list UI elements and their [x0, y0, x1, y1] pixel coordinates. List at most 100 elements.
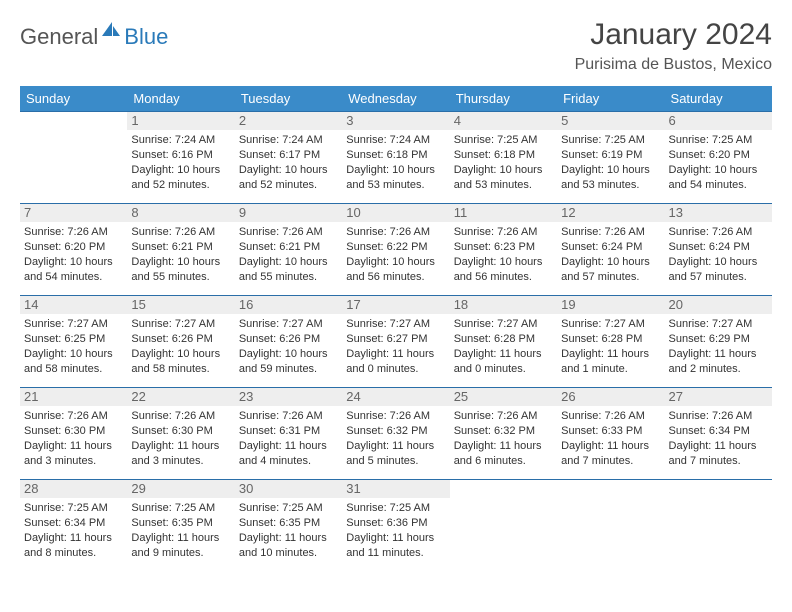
daylight-text: Daylight: 10 hours and 53 minutes. [561, 163, 660, 193]
daylight-text: Daylight: 10 hours and 52 minutes. [239, 163, 338, 193]
day-number: 29 [127, 480, 234, 498]
day-number: 8 [127, 204, 234, 222]
sunrise-text: Sunrise: 7:27 AM [346, 317, 445, 332]
sunrise-text: Sunrise: 7:26 AM [561, 409, 660, 424]
day-info: Sunrise: 7:26 AMSunset: 6:20 PMDaylight:… [24, 225, 123, 284]
title-block: January 2024 Purisima de Bustos, Mexico [575, 18, 772, 74]
calendar-cell: 18 Sunrise: 7:27 AMSunset: 6:28 PMDayligh… [450, 296, 557, 388]
weekday-header: Monday [127, 86, 234, 112]
daylight-text: Daylight: 11 hours and 5 minutes. [346, 439, 445, 469]
calendar-table: Sunday Monday Tuesday Wednesday Thursday… [20, 86, 772, 572]
sunrise-text: Sunrise: 7:26 AM [669, 409, 768, 424]
sunset-text: Sunset: 6:20 PM [669, 148, 768, 163]
sunset-text: Sunset: 6:35 PM [239, 516, 338, 531]
day-info: Sunrise: 7:26 AMSunset: 6:32 PMDaylight:… [454, 409, 553, 468]
day-info: Sunrise: 7:26 AMSunset: 6:31 PMDaylight:… [239, 409, 338, 468]
calendar-cell: 2 Sunrise: 7:24 AMSunset: 6:17 PMDaylight… [235, 112, 342, 204]
sunrise-text: Sunrise: 7:26 AM [346, 409, 445, 424]
day-number: 22 [127, 388, 234, 406]
sunset-text: Sunset: 6:34 PM [24, 516, 123, 531]
sunrise-text: Sunrise: 7:24 AM [346, 133, 445, 148]
day-info: Sunrise: 7:24 AMSunset: 6:16 PMDaylight:… [131, 133, 230, 192]
daylight-text: Daylight: 10 hours and 56 minutes. [454, 255, 553, 285]
day-number: 2 [235, 112, 342, 130]
calendar-cell: 15Sunrise: 7:27 AMSunset: 6:26 PMDayligh… [127, 296, 234, 388]
header: General Blue January 2024 Purisima de Bu… [20, 18, 772, 74]
daylight-text: Daylight: 10 hours and 54 minutes. [669, 163, 768, 193]
calendar-cell: 12Sunrise: 7:26 AMSunset: 6:24 PMDayligh… [557, 204, 664, 296]
day-number: 1 [127, 112, 234, 130]
sunset-text: Sunset: 6:18 PM [454, 148, 553, 163]
sunset-text: Sunset: 6:32 PM [346, 424, 445, 439]
day-info: Sunrise: 7:24 AMSunset: 6:18 PMDaylight:… [346, 133, 445, 192]
location: Purisima de Bustos, Mexico [575, 56, 772, 74]
day-number: 7 [20, 204, 127, 222]
day-info: Sunrise: 7:24 AMSunset: 6:17 PMDaylight:… [239, 133, 338, 192]
daylight-text: Daylight: 10 hours and 57 minutes. [669, 255, 768, 285]
sunrise-text: Sunrise: 7:26 AM [669, 225, 768, 240]
day-number: 14 [20, 296, 127, 314]
sunrise-text: Sunrise: 7:24 AM [239, 133, 338, 148]
day-number: 25 [450, 388, 557, 406]
day-info: Sunrise: 7:26 AMSunset: 6:24 PMDaylight:… [669, 225, 768, 284]
sunrise-text: Sunrise: 7:27 AM [669, 317, 768, 332]
sunset-text: Sunset: 6:33 PM [561, 424, 660, 439]
day-info: Sunrise: 7:27 AMSunset: 6:25 PMDaylight:… [24, 317, 123, 376]
calendar-cell: 9Sunrise: 7:26 AMSunset: 6:21 PMDaylight… [235, 204, 342, 296]
day-info: Sunrise: 7:26 AMSunset: 6:30 PMDaylight:… [131, 409, 230, 468]
calendar-cell: 8Sunrise: 7:26 AMSunset: 6:21 PMDaylight… [127, 204, 234, 296]
day-info: Sunrise: 7:26 AMSunset: 6:30 PMDaylight:… [24, 409, 123, 468]
daylight-text: Daylight: 11 hours and 0 minutes. [346, 347, 445, 377]
calendar-cell: 10Sunrise: 7:26 AMSunset: 6:22 PMDayligh… [342, 204, 449, 296]
day-info: Sunrise: 7:26 AMSunset: 6:32 PMDaylight:… [346, 409, 445, 468]
sunrise-text: Sunrise: 7:27 AM [239, 317, 338, 332]
day-number: 18 [450, 296, 557, 314]
calendar-cell: 7 Sunrise: 7:26 AMSunset: 6:20 PMDaylight… [20, 204, 127, 296]
weekday-header: Wednesday [342, 86, 449, 112]
day-number: 3 [342, 112, 449, 130]
day-number: 26 [557, 388, 664, 406]
daylight-text: Daylight: 10 hours and 55 minutes. [239, 255, 338, 285]
calendar-cell: 31Sunrise: 7:25 AMSunset: 6:36 PMDayligh… [342, 480, 449, 572]
sunset-text: Sunset: 6:34 PM [669, 424, 768, 439]
sunset-text: Sunset: 6:36 PM [346, 516, 445, 531]
weekday-header: Friday [557, 86, 664, 112]
sunset-text: Sunset: 6:20 PM [24, 240, 123, 255]
day-number: 28 [20, 480, 127, 498]
daylight-text: Daylight: 11 hours and 7 minutes. [561, 439, 660, 469]
sunset-text: Sunset: 6:26 PM [131, 332, 230, 347]
daylight-text: Daylight: 11 hours and 4 minutes. [239, 439, 338, 469]
day-number: 19 [557, 296, 664, 314]
day-number: 27 [665, 388, 772, 406]
day-info: Sunrise: 7:27 AMSunset: 6:26 PMDaylight:… [131, 317, 230, 376]
logo: General Blue [20, 18, 168, 51]
day-info: Sunrise: 7:25 AMSunset: 6:18 PMDaylight:… [454, 133, 553, 192]
sunset-text: Sunset: 6:24 PM [561, 240, 660, 255]
calendar-cell: 26 Sunrise: 7:26 AMSunset: 6:33 PMDayligh… [557, 388, 664, 480]
sunrise-text: Sunrise: 7:27 AM [454, 317, 553, 332]
day-info: Sunrise: 7:25 AMSunset: 6:35 PMDaylight:… [239, 501, 338, 560]
sunset-text: Sunset: 6:17 PM [239, 148, 338, 163]
calendar-row: 14Sunrise: 7:27 AMSunset: 6:25 PMDayligh… [20, 296, 772, 388]
daylight-text: Daylight: 11 hours and 6 minutes. [454, 439, 553, 469]
calendar-cell [665, 480, 772, 572]
daylight-text: Daylight: 10 hours and 53 minutes. [454, 163, 553, 193]
day-info: Sunrise: 7:27 AMSunset: 6:28 PMDaylight:… [454, 317, 553, 376]
day-info: Sunrise: 7:25 AMSunset: 6:36 PMDaylight:… [346, 501, 445, 560]
day-info: Sunrise: 7:25 AMSunset: 6:19 PMDaylight:… [561, 133, 660, 192]
sunset-text: Sunset: 6:21 PM [239, 240, 338, 255]
day-info: Sunrise: 7:27 AMSunset: 6:28 PMDaylight:… [561, 317, 660, 376]
sunset-text: Sunset: 6:25 PM [24, 332, 123, 347]
daylight-text: Daylight: 10 hours and 58 minutes. [131, 347, 230, 377]
sunrise-text: Sunrise: 7:25 AM [131, 501, 230, 516]
sunset-text: Sunset: 6:24 PM [669, 240, 768, 255]
sunrise-text: Sunrise: 7:25 AM [346, 501, 445, 516]
day-info: Sunrise: 7:25 AMSunset: 6:34 PMDaylight:… [24, 501, 123, 560]
daylight-text: Daylight: 11 hours and 8 minutes. [24, 531, 123, 561]
daylight-text: Daylight: 11 hours and 2 minutes. [669, 347, 768, 377]
daylight-text: Daylight: 10 hours and 52 minutes. [131, 163, 230, 193]
sunset-text: Sunset: 6:32 PM [454, 424, 553, 439]
calendar-cell: 30Sunrise: 7:25 AMSunset: 6:35 PMDayligh… [235, 480, 342, 572]
sunset-text: Sunset: 6:18 PM [346, 148, 445, 163]
sunset-text: Sunset: 6:21 PM [131, 240, 230, 255]
